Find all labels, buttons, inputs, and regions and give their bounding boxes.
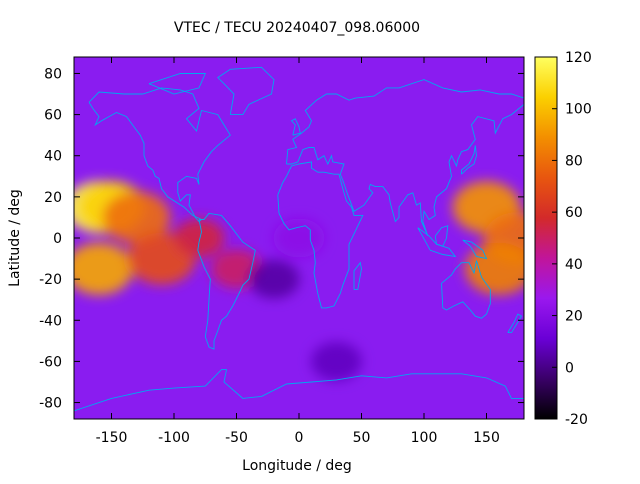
colorbar-tick-label: 60 bbox=[565, 205, 583, 221]
coastline-arctic-islands bbox=[148, 73, 206, 95]
y-tick-label: 20 bbox=[44, 190, 62, 206]
colorbar-ticks: -20 0 20 40 60 80 100 120 bbox=[552, 50, 592, 428]
x-tick-label: 100 bbox=[411, 430, 438, 446]
heatmap-feature-12 bbox=[273, 218, 325, 258]
y-tick-label: 80 bbox=[44, 66, 62, 82]
heatmap-feature-3 bbox=[74, 242, 133, 295]
y-tick-label: 0 bbox=[53, 231, 62, 247]
heatmap-feature-9 bbox=[465, 242, 524, 295]
x-tick-label: 0 bbox=[295, 430, 304, 446]
x-tick-label: -100 bbox=[158, 430, 190, 446]
y-axis-ticks: -80 -60 -40 -20 0 20 40 60 80 bbox=[39, 66, 524, 412]
heatmap-feature-2 bbox=[102, 191, 171, 244]
colorbar-tick-label: 20 bbox=[565, 309, 583, 325]
coastline-eurasia bbox=[286, 79, 524, 237]
y-tick-label: -20 bbox=[39, 272, 62, 288]
x-tick-label: 150 bbox=[473, 430, 500, 446]
coastline-borneo bbox=[434, 225, 449, 247]
x-tick-label: -50 bbox=[225, 430, 248, 446]
y-tick-label: 40 bbox=[44, 149, 62, 165]
y-tick-label: -40 bbox=[39, 313, 62, 329]
coastline-north-america bbox=[88, 87, 231, 223]
coastline-new-zealand bbox=[507, 313, 523, 334]
x-tick-label: 50 bbox=[353, 430, 371, 446]
y-tick-label: -80 bbox=[39, 396, 62, 412]
coastline-new-guinea bbox=[462, 239, 488, 260]
x-axis-ticks: -150 -100 -50 0 50 100 150 bbox=[96, 57, 500, 446]
colorbar bbox=[534, 56, 558, 420]
coastline-uk bbox=[290, 118, 301, 136]
y-tick-label: 60 bbox=[44, 108, 62, 124]
y-axis-label: Latitude / deg bbox=[7, 189, 23, 287]
colorbar-tick-label: -20 bbox=[565, 412, 588, 428]
coastline-indonesia bbox=[417, 227, 457, 258]
colorbar-tick-label: 100 bbox=[565, 102, 592, 118]
y-tick-label: -60 bbox=[39, 354, 62, 370]
colorbar-tick-label: 120 bbox=[565, 50, 592, 66]
coastline-madagascar bbox=[353, 261, 362, 290]
coastline-overlay bbox=[74, 66, 524, 412]
heatmap-feature-11 bbox=[311, 341, 362, 381]
coastline-australia bbox=[441, 260, 491, 319]
coastline-africa bbox=[277, 161, 364, 309]
heatmap-cells bbox=[74, 181, 524, 381]
heatmap-feature-10 bbox=[248, 259, 300, 299]
x-axis-label: Longitude / deg bbox=[242, 458, 352, 474]
chart-title: VTEC / TECU 20240407_098.06000 bbox=[174, 20, 420, 36]
colorbar-tick-label: 0 bbox=[565, 360, 574, 376]
coastline-japan bbox=[461, 145, 477, 175]
heatmap-feature-5 bbox=[173, 218, 225, 258]
coastline-antarctica bbox=[74, 369, 524, 412]
coastline-south-america bbox=[197, 212, 256, 350]
coastline-greenland bbox=[217, 66, 275, 116]
colorbar-tick-label: 80 bbox=[565, 153, 583, 169]
colorbar-tick-label: 40 bbox=[565, 257, 583, 273]
x-tick-label: -150 bbox=[96, 430, 128, 446]
